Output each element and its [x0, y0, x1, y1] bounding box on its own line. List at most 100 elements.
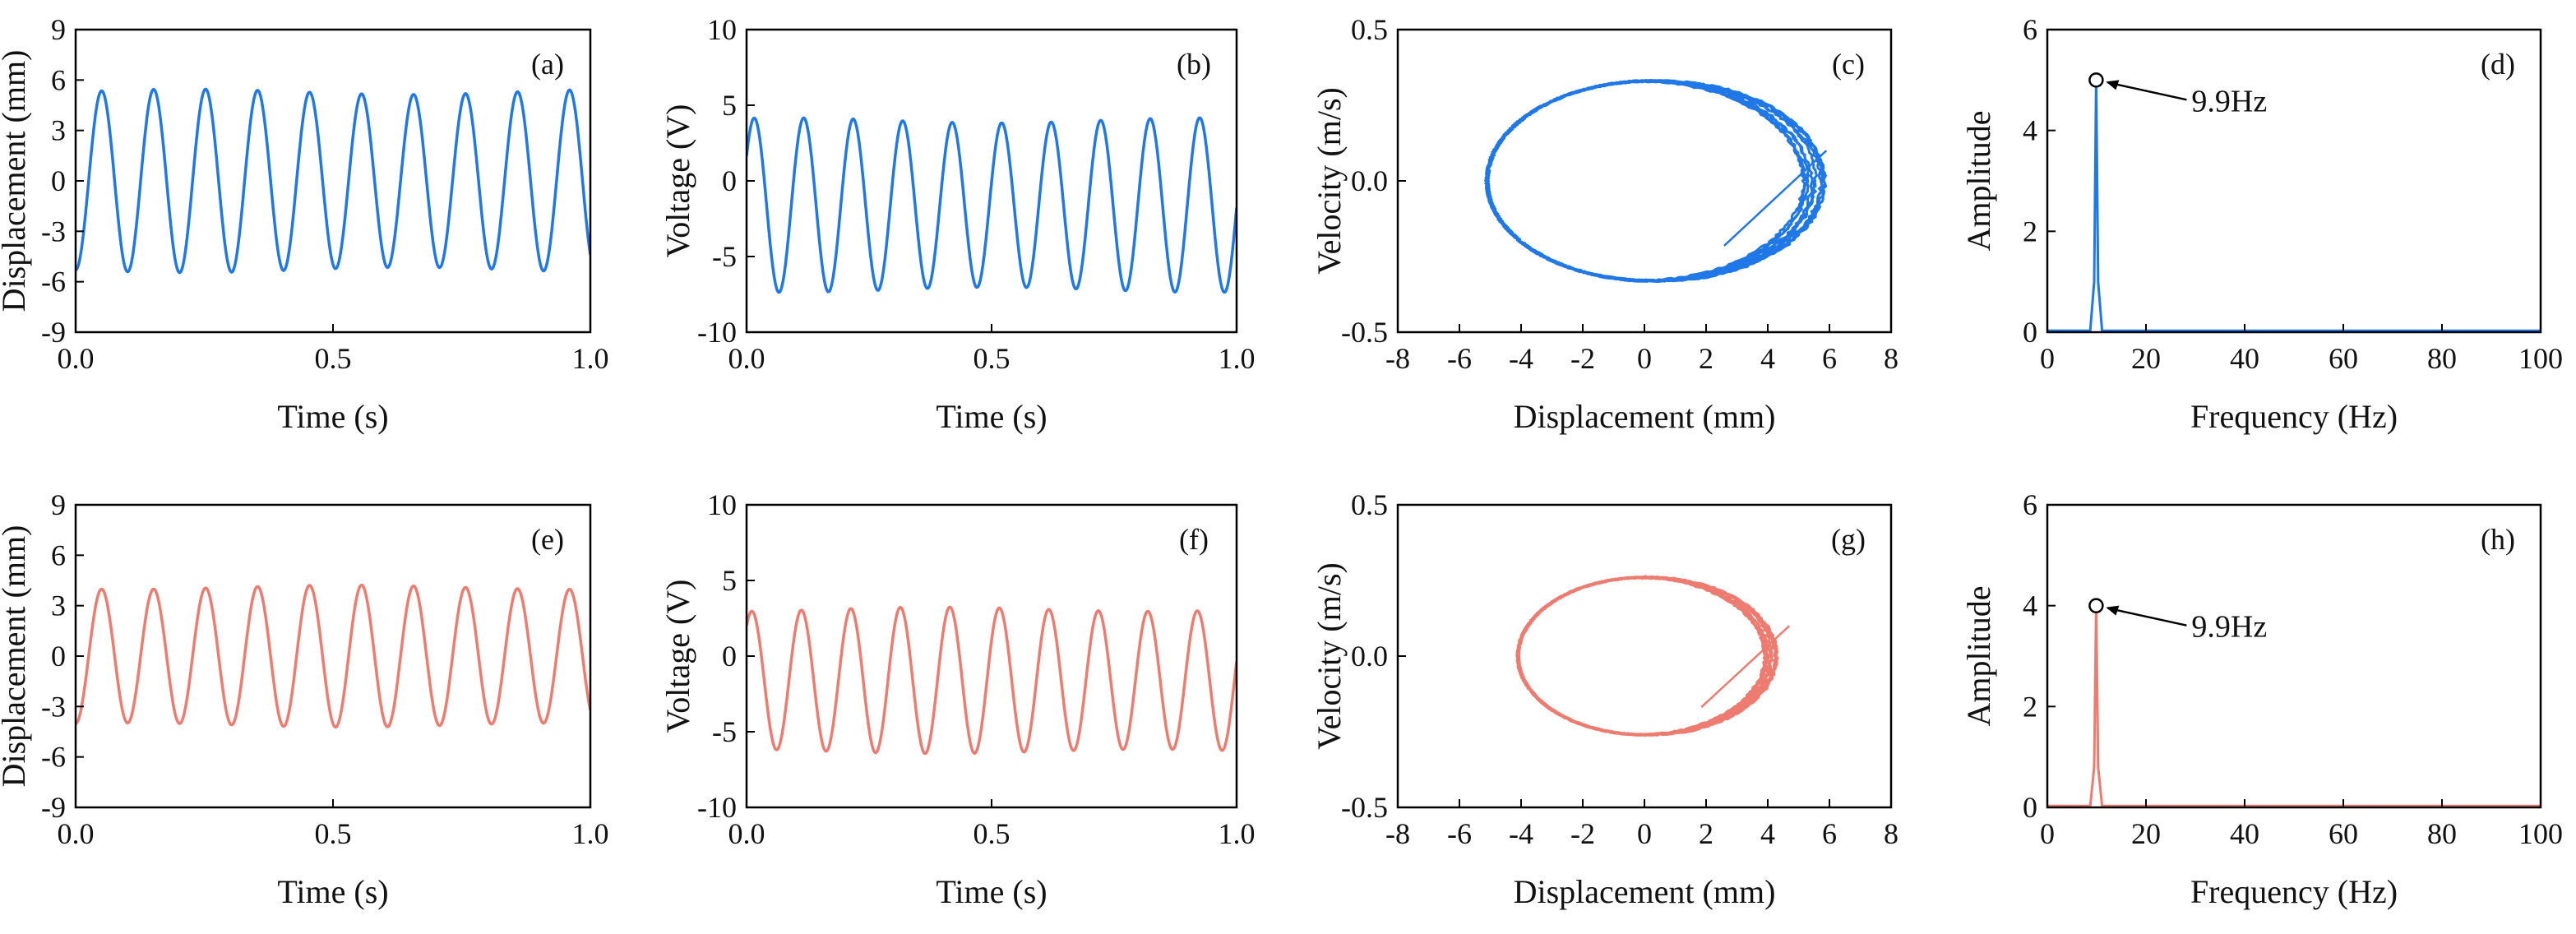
transient-segment-g	[1700, 625, 1791, 709]
y-tick-label: 3	[51, 590, 66, 622]
x-tick-label: 1.0	[1219, 817, 1256, 850]
x-tick-label: 0.5	[315, 817, 352, 850]
x-tick-label: 8	[1884, 342, 1898, 375]
x-tick-label: 0.0	[58, 817, 95, 850]
x-tick-label: 0.0	[728, 817, 765, 850]
y-tick-label: 6	[51, 539, 66, 571]
panel-tag: (a)	[531, 48, 564, 81]
spectrum-line-h	[2047, 605, 2541, 807]
plot-area-e	[76, 583, 590, 729]
axes-frame-f	[745, 503, 1238, 809]
plot-area-c	[1483, 78, 1828, 284]
x-tick-label: 80	[2427, 817, 2457, 850]
axes-frame-e	[74, 503, 592, 809]
x-tick-label: -8	[1385, 817, 1410, 850]
x-tick-label: 100	[2518, 817, 2563, 850]
panel-tag: (g)	[1831, 523, 1866, 556]
peak-marker	[2088, 72, 2104, 88]
x-tick-label: -6	[1447, 342, 1472, 375]
y-axis-label: Velocity (m/s)	[1311, 562, 1348, 750]
x-axis-label: Displacement (mm)	[1514, 873, 1776, 910]
x-tick-label: -8	[1385, 342, 1410, 375]
y-axis-label: Displacement (mm)	[0, 525, 32, 788]
peak-annotation: 9.9Hz	[2191, 84, 2267, 118]
y-axis-label: Voltage (V)	[659, 580, 696, 733]
annotation-arrow	[2107, 81, 2187, 101]
panel-tag: (c)	[1832, 48, 1865, 81]
y-tick-label: 2	[2023, 215, 2037, 247]
x-tick-label: -6	[1447, 817, 1472, 850]
peak-marker	[2088, 598, 2104, 613]
axes-frame-a	[74, 28, 592, 334]
y-axis-label: Displacement (mm)	[0, 50, 32, 312]
y-axis-label: Velocity (m/s)	[1311, 87, 1348, 275]
y-tick-label: 0	[51, 164, 66, 197]
y-tick-label: 9	[51, 13, 66, 46]
y-tick-label: 0.0	[1351, 640, 1388, 673]
y-tick-label: 0	[2023, 791, 2037, 824]
axes-frame-c	[1396, 28, 1893, 334]
y-tick-label: 0	[2023, 316, 2037, 349]
x-tick-label: 60	[2329, 342, 2358, 375]
series-line-displacement	[76, 583, 590, 729]
x-tick-label: 0.5	[974, 817, 1011, 850]
y-tick-label: 5	[722, 89, 737, 122]
y-tick-label: 4	[2023, 590, 2037, 622]
spectrum-line-d	[2047, 80, 2541, 332]
x-tick-label: 1.0	[572, 342, 609, 375]
panel-c: -8 -6 -4 -2 0 2 4 6 8 -0.5 0.0 0.5 Displacement (mm)…	[1311, 13, 1898, 435]
y-tick-label: 0	[51, 640, 66, 673]
x-axis-label: Displacement (mm)	[1514, 398, 1776, 435]
x-tick-label: 0	[2040, 342, 2055, 375]
axes-frame-d	[2046, 28, 2542, 334]
x-tick-label: 2	[1699, 817, 1713, 850]
y-tick-label: -10	[697, 316, 737, 349]
y-tick-label: -5	[712, 240, 737, 273]
plot-area-g	[1515, 574, 1791, 737]
y-tick-label: 2	[2023, 690, 2037, 723]
x-tick-label: 0	[1637, 817, 1652, 850]
x-tick-label: -4	[1509, 342, 1533, 375]
y-tick-label: -6	[41, 266, 66, 298]
panel-h: 0 20 40 60 80 100 0 2 4 6 Frequency (Hz) Amplitude (…	[1960, 488, 2563, 910]
axes-frame-g	[1396, 503, 1893, 809]
x-axis-label: Time (s)	[277, 398, 388, 435]
y-axis-label: Amplitude	[1960, 585, 1997, 726]
axes-frame-h	[2046, 503, 2542, 809]
panel-f: 0.0 0.5 1.0 -10 -5 0 5 10 Time (s) Voltage (V) (f)	[659, 488, 1256, 910]
y-tick-label: -10	[697, 791, 737, 824]
x-tick-label: 40	[2230, 342, 2259, 375]
panel-e: 0.0 0.5 1.0 -9 -6 -3 0 3 6 9 Time (s) Displacement …	[0, 488, 609, 910]
x-tick-label: 8	[1884, 817, 1898, 850]
x-tick-label: 2	[1699, 342, 1713, 375]
x-tick-label: -4	[1509, 817, 1533, 850]
series-line-voltage	[747, 605, 1237, 756]
y-tick-label: 0	[722, 640, 737, 673]
x-tick-label: 0.0	[728, 342, 765, 375]
y-tick-label: 6	[2023, 488, 2037, 521]
y-tick-label: 10	[707, 13, 737, 46]
x-tick-label: 60	[2329, 817, 2358, 850]
peak-annotation: 9.9Hz	[2191, 610, 2267, 645]
x-tick-label: -2	[1570, 817, 1595, 850]
x-axis-label: Time (s)	[936, 873, 1047, 910]
x-axis-label: Frequency (Hz)	[2190, 873, 2398, 910]
plot-area-f	[747, 605, 1237, 756]
y-tick-label: -0.5	[1341, 316, 1388, 349]
x-tick-label: 0.5	[315, 342, 352, 375]
series-line-voltage	[747, 116, 1237, 294]
y-tick-label: 6	[2023, 13, 2037, 46]
plot-area-h	[2047, 605, 2541, 807]
x-tick-label: 4	[1760, 342, 1775, 375]
y-tick-label: -6	[41, 741, 66, 774]
x-tick-label: 6	[1822, 342, 1837, 375]
y-tick-label: -3	[41, 690, 66, 723]
y-tick-label: -3	[41, 215, 66, 247]
x-tick-label: 40	[2230, 817, 2259, 850]
x-axis-label: Time (s)	[277, 873, 388, 910]
x-tick-label: 100	[2518, 342, 2563, 375]
plot-area-a	[76, 87, 590, 275]
x-tick-label: 0	[2040, 817, 2055, 850]
y-tick-label: -9	[41, 791, 66, 824]
panel-g: -8 -6 -4 -2 0 2 4 6 8 -0.5 0.0 0.5 Displacement (mm)…	[1311, 488, 1898, 910]
